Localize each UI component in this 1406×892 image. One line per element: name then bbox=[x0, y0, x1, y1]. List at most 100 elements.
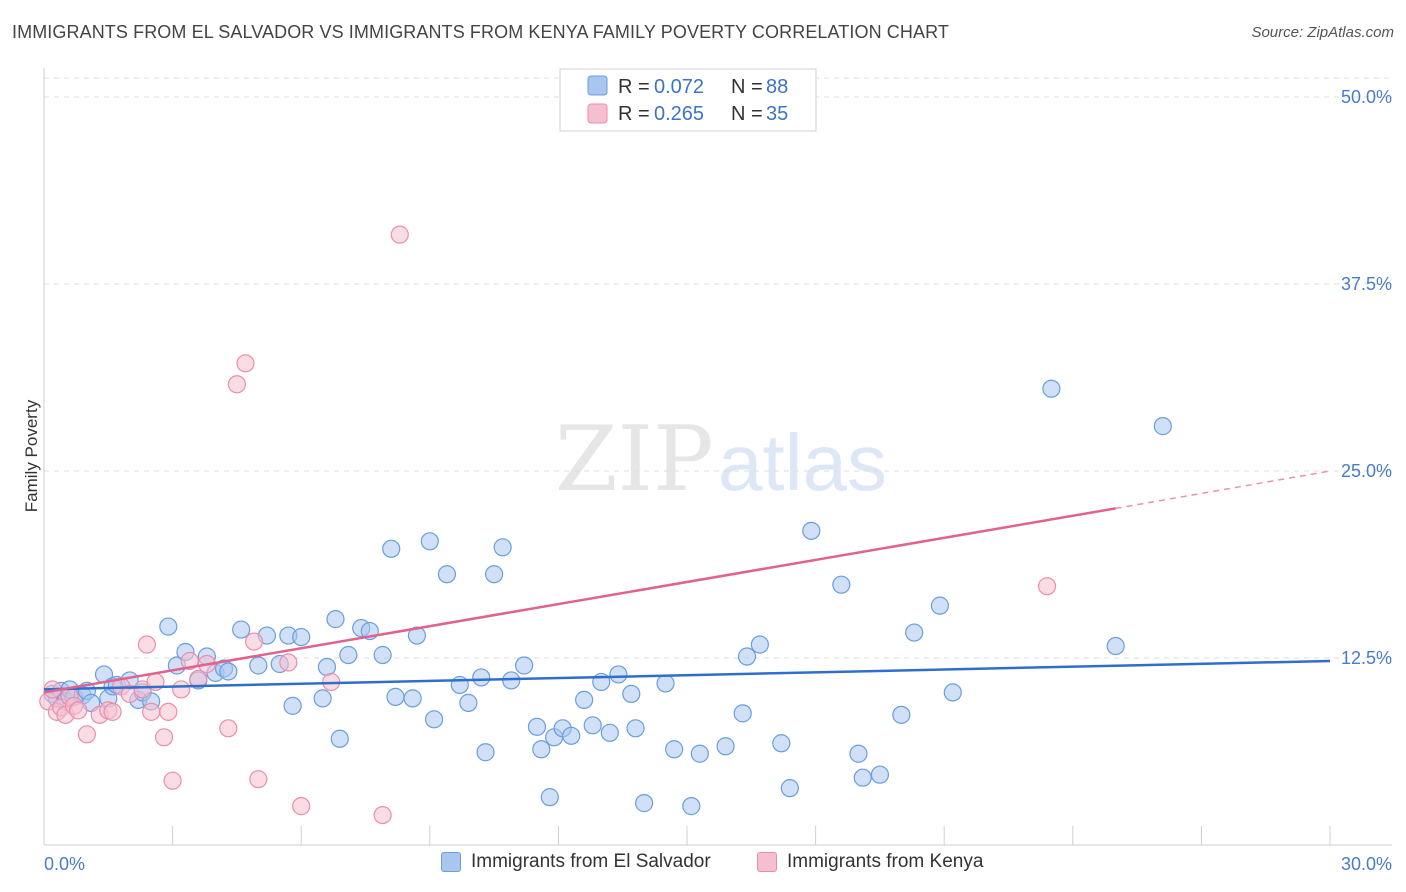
point-kenya-19 bbox=[159, 702, 178, 721]
point-el-salvador-90 bbox=[1153, 417, 1172, 436]
point-el-salvador-64 bbox=[600, 723, 619, 742]
point-kenya-34 bbox=[390, 225, 409, 244]
point-kenya-35 bbox=[1037, 577, 1057, 596]
point-kenya-16 bbox=[142, 702, 161, 721]
point-el-salvador-40 bbox=[382, 539, 401, 558]
legend-r-label-1: R = bbox=[618, 76, 650, 98]
series-el-salvador-points bbox=[43, 379, 1172, 816]
point-kenya-8 bbox=[77, 725, 96, 744]
point-el-salvador-55 bbox=[527, 717, 547, 736]
point-el-salvador-39 bbox=[373, 645, 392, 665]
point-el-salvador-30 bbox=[283, 696, 302, 715]
trend-line-kenya-extension bbox=[1115, 470, 1331, 510]
trend-line-el-salvador bbox=[43, 659, 1331, 691]
legend-n-label-1: N = bbox=[731, 76, 763, 98]
x-tick-label-max: 30.0% bbox=[1341, 854, 1392, 874]
point-el-salvador-46 bbox=[437, 565, 457, 584]
point-el-salvador-49 bbox=[472, 668, 491, 687]
point-kenya-20 bbox=[163, 771, 182, 790]
point-el-salvador-72 bbox=[690, 744, 709, 763]
legend-n-value-1: 88 bbox=[766, 76, 788, 98]
point-el-salvador-82 bbox=[853, 768, 872, 787]
point-el-salvador-66 bbox=[622, 684, 641, 704]
point-el-salvador-71 bbox=[682, 797, 701, 816]
point-el-salvador-67 bbox=[626, 719, 645, 738]
point-el-salvador-62 bbox=[583, 716, 602, 735]
legend-r-value-1: 0.072 bbox=[654, 76, 704, 98]
point-el-salvador-50 bbox=[476, 743, 495, 762]
point-kenya-23 bbox=[189, 669, 208, 689]
point-kenya-26 bbox=[227, 375, 246, 394]
point-kenya-11 bbox=[103, 702, 122, 721]
legend-bottom-swatch-kenya bbox=[757, 852, 777, 872]
point-el-salvador-84 bbox=[892, 705, 911, 724]
point-kenya-30 bbox=[279, 653, 298, 672]
point-el-salvador-31 bbox=[292, 627, 311, 647]
trend-line-kenya bbox=[43, 507, 1116, 694]
legend-bottom-label-el-salvador: Immigrants from El Salvador bbox=[471, 851, 711, 872]
point-el-salvador-85 bbox=[905, 623, 924, 642]
point-el-salvador-81 bbox=[849, 744, 868, 763]
point-el-salvador-51 bbox=[485, 565, 504, 584]
legend-bottom-label-kenya: Immigrants from Kenya bbox=[787, 851, 984, 872]
point-el-salvador-32 bbox=[313, 689, 332, 708]
point-el-salvador-78 bbox=[780, 779, 799, 798]
source-credit: Source: ZipAtlas.com bbox=[1251, 24, 1394, 41]
point-el-salvador-42 bbox=[403, 689, 422, 708]
legend-swatch-el-salvador bbox=[587, 75, 608, 96]
point-kenya-29 bbox=[249, 770, 268, 789]
y-tick-label-2: 37.5% bbox=[1341, 274, 1392, 294]
point-el-salvador-56 bbox=[532, 740, 551, 759]
point-el-salvador-36 bbox=[339, 645, 358, 665]
point-el-salvador-83 bbox=[870, 765, 890, 784]
point-el-salvador-17 bbox=[159, 617, 178, 636]
point-el-salvador-34 bbox=[326, 610, 345, 629]
point-el-salvador-73 bbox=[716, 737, 735, 756]
x-tick-label-min: 0.0% bbox=[44, 854, 85, 874]
point-el-salvador-80 bbox=[832, 575, 851, 594]
point-el-salvador-33 bbox=[317, 657, 337, 677]
chart-title: IMMIGRANTS FROM EL SALVADOR VS IMMIGRANT… bbox=[12, 22, 949, 42]
legend-swatch-kenya bbox=[587, 103, 608, 124]
point-el-salvador-88 bbox=[1042, 379, 1061, 398]
point-kenya-27 bbox=[236, 354, 255, 373]
point-kenya-25 bbox=[219, 719, 238, 738]
x-ticks bbox=[43, 826, 1331, 845]
point-kenya-18 bbox=[154, 728, 174, 747]
point-el-salvador-86 bbox=[930, 596, 950, 615]
point-el-salvador-75 bbox=[737, 647, 757, 666]
point-el-salvador-76 bbox=[750, 635, 769, 654]
point-el-salvador-41 bbox=[386, 687, 405, 706]
watermark: ZIP atlas bbox=[555, 407, 887, 512]
point-el-salvador-48 bbox=[459, 693, 478, 712]
point-el-salvador-57 bbox=[540, 788, 559, 807]
point-el-salvador-69 bbox=[656, 674, 675, 693]
point-el-salvador-74 bbox=[733, 704, 752, 723]
trend-lines bbox=[43, 470, 1331, 694]
point-el-salvador-44 bbox=[420, 532, 439, 551]
point-el-salvador-77 bbox=[772, 734, 791, 753]
legend-n-label-2: N = bbox=[731, 103, 763, 125]
point-el-salvador-70 bbox=[665, 740, 684, 759]
y-tick-label-0: 12.5% bbox=[1341, 648, 1392, 668]
point-el-salvador-65 bbox=[609, 665, 628, 684]
legend-bottom-el-salvador: Immigrants from El Salvador bbox=[441, 851, 711, 873]
point-el-salvador-87 bbox=[943, 683, 962, 702]
y-tick-label-3: 50.0% bbox=[1341, 87, 1392, 107]
y-tick-labels: 12.5% 25.0% 37.5% 50.0% bbox=[1341, 87, 1392, 668]
point-el-salvador-79 bbox=[802, 521, 821, 540]
point-el-salvador-43 bbox=[407, 626, 427, 645]
point-kenya-28 bbox=[244, 632, 264, 651]
point-el-salvador-89 bbox=[1106, 636, 1125, 656]
point-kenya-33 bbox=[373, 805, 392, 825]
point-el-salvador-26 bbox=[249, 656, 268, 675]
point-el-salvador-68 bbox=[635, 794, 654, 813]
axes bbox=[43, 68, 1392, 846]
point-el-salvador-61 bbox=[575, 690, 594, 709]
point-kenya-21 bbox=[172, 680, 191, 699]
point-el-salvador-24 bbox=[219, 662, 238, 681]
point-el-salvador-45 bbox=[424, 710, 444, 729]
watermark-atlas: atlas bbox=[718, 418, 887, 507]
legend-bottom-swatch-el-salvador bbox=[441, 852, 461, 872]
